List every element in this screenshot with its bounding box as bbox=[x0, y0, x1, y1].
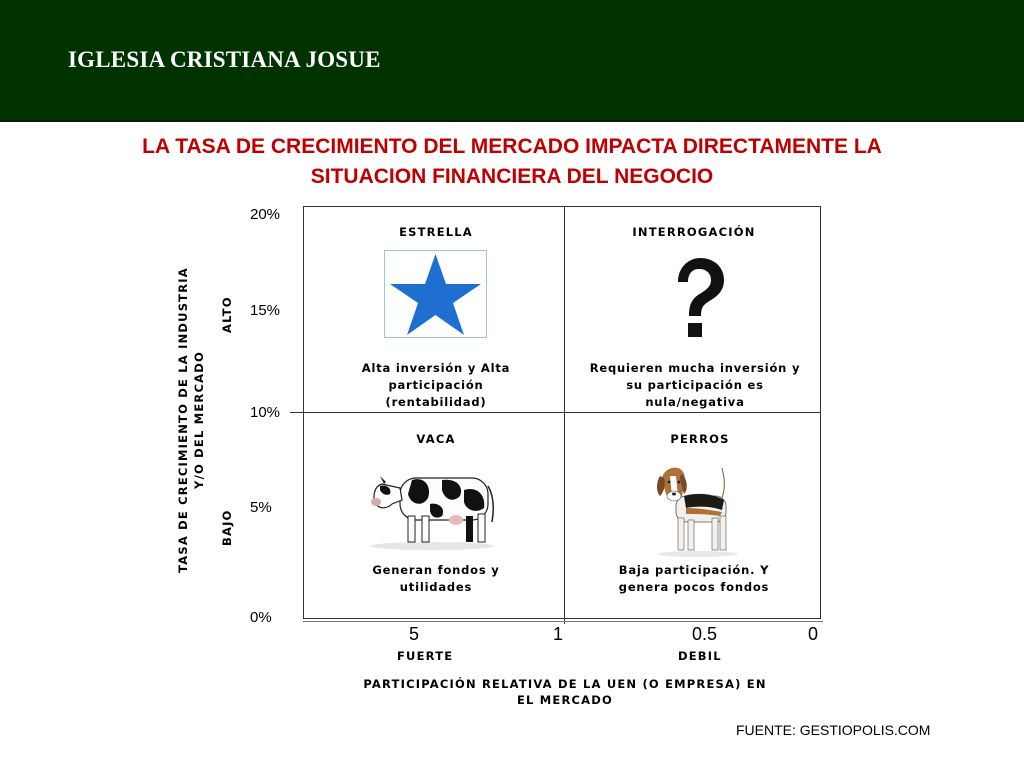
quadrant-question-desc-line3: nula/negativa bbox=[645, 395, 745, 409]
slide-title: LA TASA DE CRECIMIENTO DEL MERCADO IMPAC… bbox=[0, 132, 1024, 192]
quadrant-cow-desc: Generan fondos y utilidades bbox=[336, 562, 536, 596]
quadrant-question-title: INTERROGACIÓN bbox=[632, 225, 756, 239]
question-mark-icon bbox=[648, 252, 744, 344]
quadrant-dog-desc-line1: Baja participación. Y bbox=[618, 563, 770, 577]
x-weak-label: DEBIL bbox=[678, 649, 722, 663]
header-title: IGLESIA CRISTIANA JOSUE bbox=[68, 47, 381, 72]
y-tick-10: 10% bbox=[250, 404, 281, 421]
quadrant-dog-desc-line2: genera pocos fondos bbox=[618, 580, 770, 594]
source-note: FUENTE: GESTIOPOLIS.COM bbox=[736, 722, 931, 738]
y-axis-label-line2: Y/O DEL MERCADO bbox=[192, 351, 206, 489]
x-tick-1: 1 bbox=[553, 624, 564, 644]
x-axis-label-line2: EL MERCADO bbox=[516, 693, 613, 707]
quadrant-star-desc-line3: (rentabilidad) bbox=[385, 395, 487, 409]
y-axis-label-block: TASA DE CRECIMIENTO DE LA INDUSTRIA Y/O … bbox=[176, 255, 216, 575]
y-high-label: ALTO bbox=[220, 296, 234, 333]
y-tick-0: 0% bbox=[250, 609, 272, 626]
quadrant-cow-desc-line1: Generan fondos y bbox=[372, 563, 500, 577]
x-tick-0-5: 0.5 bbox=[692, 624, 718, 644]
x-axis-label-line1: PARTICIPACIÓN RELATIVA DE LA UEN (O EMPR… bbox=[363, 677, 767, 691]
quadrant-star-title: ESTRELLA bbox=[399, 225, 473, 239]
y-tick-5: 5% bbox=[250, 499, 272, 516]
quadrant-cow-title: VACA bbox=[416, 432, 456, 446]
quadrant-star-desc-line1: Alta inversión y Alta bbox=[361, 361, 511, 375]
quadrant-question-desc: Requieren mucha inversión y su participa… bbox=[570, 360, 820, 411]
dog-icon bbox=[648, 462, 748, 558]
quadrant-cow-desc-line2: utilidades bbox=[399, 580, 473, 594]
x-axis-label: PARTICIPACIÓN RELATIVA DE LA UEN (O EMPR… bbox=[290, 676, 840, 708]
quadrant-dog-title: PERROS bbox=[670, 432, 730, 446]
x-axis-baseline bbox=[303, 621, 823, 622]
star-icon bbox=[384, 250, 487, 338]
matrix-horizontal-divider bbox=[290, 412, 821, 413]
quadrant-question-desc-line2: su participación es bbox=[626, 378, 764, 392]
y-low-label: BAJO bbox=[220, 509, 234, 546]
slide-title-line1: LA TASA DE CRECIMIENTO DEL MERCADO IMPAC… bbox=[142, 135, 882, 158]
x-strong-label: FUERTE bbox=[397, 649, 454, 663]
header-bar: IGLESIA CRISTIANA JOSUE bbox=[0, 0, 1024, 122]
slide-title-line2: SITUACION FINANCIERA DEL NEGOCIO bbox=[310, 165, 714, 188]
y-tick-20: 20% bbox=[250, 206, 281, 223]
quadrant-dog-desc: Baja participación. Y genera pocos fondo… bbox=[576, 562, 812, 596]
x-tick-5: 5 bbox=[409, 624, 420, 644]
matrix-vertical-divider bbox=[564, 206, 565, 624]
quadrant-star-desc: Alta inversión y Alta participación (ren… bbox=[336, 360, 536, 411]
y-tick-15: 15% bbox=[250, 302, 281, 319]
cow-icon bbox=[352, 456, 512, 552]
y-axis-label-line1: TASA DE CRECIMIENTO DE LA INDUSTRIA bbox=[176, 267, 190, 573]
quadrant-question-desc-line1: Requieren mucha inversión y bbox=[589, 361, 801, 375]
quadrant-star-desc-line2: participación bbox=[388, 378, 484, 392]
x-tick-0: 0 bbox=[808, 624, 819, 644]
